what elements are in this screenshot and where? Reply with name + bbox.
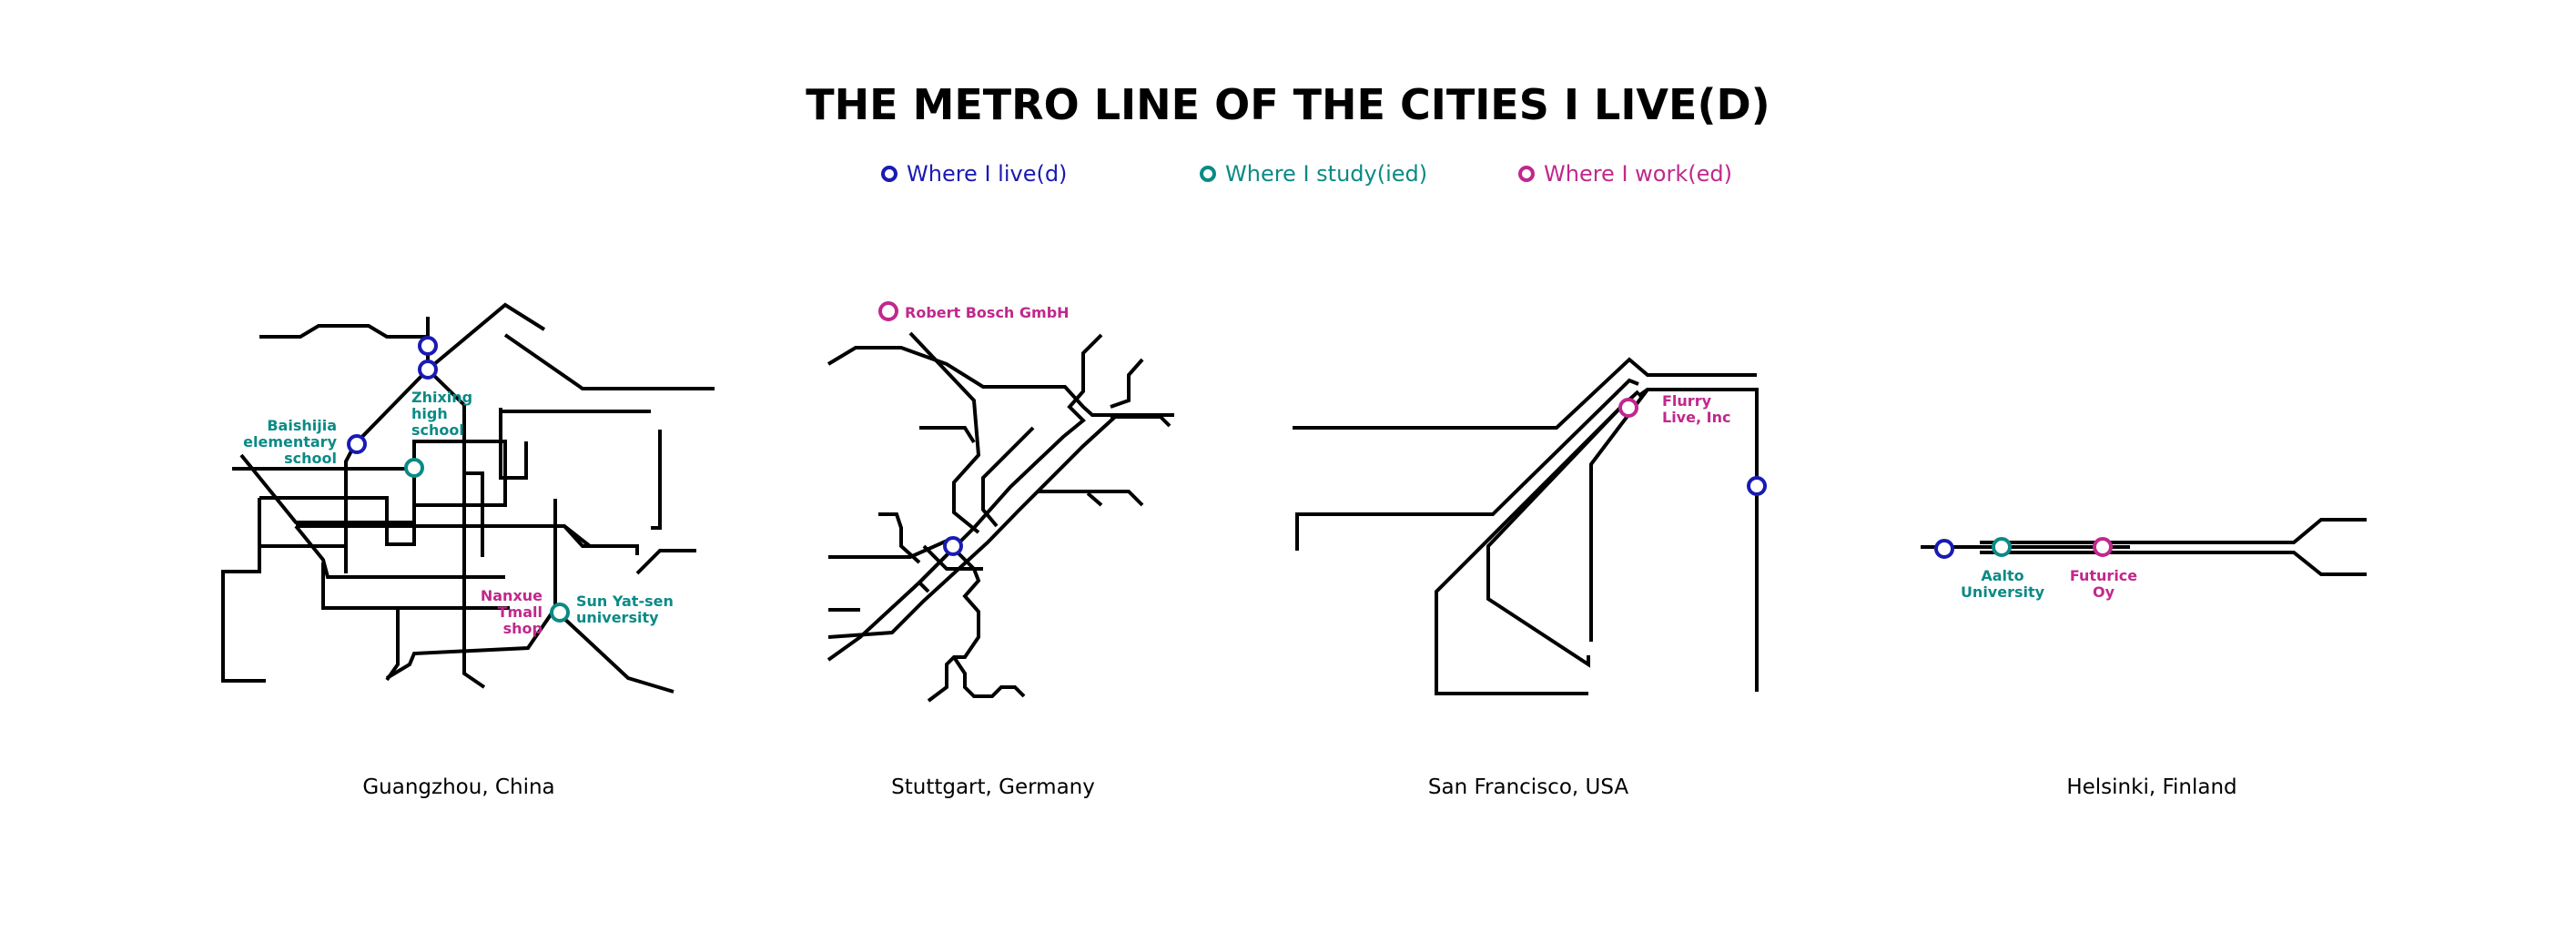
helsinki-map bbox=[1921, 518, 2367, 576]
metro-line bbox=[385, 608, 400, 682]
metro-line bbox=[563, 524, 637, 548]
university-station bbox=[550, 603, 570, 623]
stuttgart-place-labels: Robert Bosch GmbH bbox=[905, 304, 1070, 321]
metro-line bbox=[499, 408, 528, 480]
legend-studied-label: Where I study(ied) bbox=[1225, 161, 1428, 187]
sanfrancisco-place-labels: Flurry Live, Inc bbox=[1662, 392, 1730, 426]
helsinki-stations bbox=[1934, 537, 2113, 559]
legend-lived: Where I live(d) bbox=[881, 161, 1067, 187]
metro-line bbox=[503, 333, 715, 390]
school-station bbox=[404, 458, 424, 478]
metro-line bbox=[412, 440, 507, 507]
metro-line bbox=[1293, 357, 1757, 430]
metro-line bbox=[1086, 491, 1103, 507]
workplace-station bbox=[2093, 537, 2113, 557]
metro-line bbox=[1435, 397, 1631, 695]
metro-line bbox=[321, 562, 510, 610]
metro-line bbox=[1637, 388, 1649, 398]
guangzhou-map bbox=[221, 302, 715, 694]
city-name-stuttgart: Stuttgart, Germany bbox=[891, 775, 1095, 799]
place-label: Futurice bbox=[2070, 567, 2137, 584]
page-title: THE METRO LINE OF THE CITIES I LIVE(D) bbox=[806, 80, 1770, 129]
metro-line bbox=[922, 544, 983, 571]
metro-line bbox=[464, 471, 484, 501]
place-label: Flurry bbox=[1662, 392, 1712, 410]
place-label: Nanxue bbox=[481, 587, 543, 604]
place-label: Oy bbox=[2093, 583, 2115, 601]
guangzhou-stations bbox=[347, 336, 570, 623]
metro-line bbox=[919, 426, 976, 444]
metro-line bbox=[294, 524, 505, 579]
school-station bbox=[347, 434, 367, 454]
metro-line bbox=[952, 655, 1026, 698]
helsinki-place-labels: Aalto University Futurice Oy bbox=[1961, 567, 2137, 601]
place-label: Live, Inc bbox=[1662, 409, 1730, 426]
metro-line bbox=[908, 331, 981, 534]
metro-line bbox=[426, 368, 486, 689]
place-label: school bbox=[284, 450, 337, 467]
legend-worked: Where I work(ed) bbox=[1518, 161, 1732, 187]
metro-line bbox=[259, 496, 416, 546]
sanfrancisco-stations bbox=[1618, 398, 1767, 496]
workplace-station bbox=[1618, 398, 1638, 418]
metro-line bbox=[1980, 518, 2367, 544]
place-label: Aalto bbox=[1981, 567, 2023, 584]
city-name-sanfrancisco: San Francisco, USA bbox=[1427, 775, 1629, 799]
metro-line bbox=[344, 368, 430, 573]
place-label: university bbox=[576, 609, 659, 626]
place-label: shop bbox=[503, 620, 543, 637]
legend-studied: Where I study(ied) bbox=[1200, 161, 1427, 187]
place-label: school bbox=[411, 421, 464, 439]
metro-line bbox=[221, 498, 266, 683]
home-station bbox=[943, 536, 963, 556]
metro-line bbox=[651, 430, 662, 530]
city-name-guangzhou: Guangzhou, China bbox=[362, 775, 555, 799]
home-station bbox=[418, 360, 438, 380]
legend-lived-label: Where I live(d) bbox=[907, 161, 1068, 187]
place-label: high bbox=[411, 405, 448, 422]
metro-line bbox=[917, 544, 958, 593]
university-station bbox=[1992, 537, 2012, 557]
metro-line bbox=[385, 606, 557, 680]
metro-line bbox=[1980, 551, 2367, 576]
metro-line bbox=[878, 512, 921, 564]
city-name-helsinki: Helsinki, Finland bbox=[2066, 775, 2237, 799]
workplace-station bbox=[878, 301, 898, 321]
home-station bbox=[1747, 476, 1767, 496]
stuttgart-map bbox=[827, 331, 1174, 703]
worked-marker-icon bbox=[1518, 166, 1535, 182]
metro-line bbox=[259, 324, 428, 339]
place-label: Robert Bosch GmbH bbox=[905, 304, 1070, 321]
metro-line bbox=[827, 415, 1117, 639]
place-label: Tmall bbox=[498, 603, 543, 621]
metro-line bbox=[426, 302, 546, 371]
metro-line bbox=[981, 426, 1035, 528]
metro-line bbox=[635, 549, 696, 575]
studied-marker-icon bbox=[1200, 166, 1216, 182]
place-label: elementary bbox=[243, 433, 337, 451]
metro-line bbox=[828, 537, 952, 559]
home-station bbox=[1934, 539, 1954, 559]
guangzhou-place-labels: Baishijia elementary school Zhixing high… bbox=[243, 389, 674, 637]
lived-marker-icon bbox=[881, 166, 898, 182]
place-label: Sun Yat-sen bbox=[576, 593, 674, 610]
metro-line bbox=[827, 346, 1174, 417]
place-label: Baishijia bbox=[267, 417, 337, 434]
place-label: University bbox=[1961, 583, 2045, 601]
place-label: Zhixing bbox=[411, 389, 472, 406]
metro-line bbox=[1589, 388, 1759, 692]
metro-line bbox=[1110, 358, 1144, 409]
legend-worked-label: Where I work(ed) bbox=[1544, 161, 1732, 187]
metro-line bbox=[1295, 378, 1639, 551]
metro-line bbox=[1111, 415, 1171, 428]
home-station bbox=[418, 336, 438, 356]
stuttgart-stations bbox=[878, 301, 963, 556]
metro-line bbox=[927, 549, 981, 703]
metro-line bbox=[1038, 490, 1144, 507]
metro-line bbox=[827, 333, 1103, 662]
